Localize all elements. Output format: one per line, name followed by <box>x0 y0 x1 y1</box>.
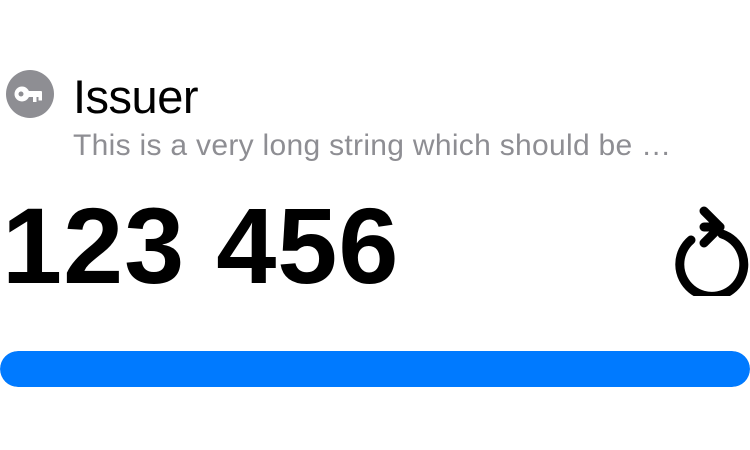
refresh-icon <box>675 206 749 301</box>
issuer-name: Issuer <box>73 70 199 123</box>
countdown-progress-bar <box>0 351 750 387</box>
otp-code: 123 456 <box>2 185 400 306</box>
refresh-button[interactable] <box>660 200 750 301</box>
token-labels: Issuer This is a very long string which … <box>73 72 673 163</box>
key-icon <box>6 70 54 118</box>
countdown-progress-fill <box>0 351 750 387</box>
account-name: This is a very long string which should … <box>73 129 673 162</box>
token-header: Issuer This is a very long string which … <box>6 70 673 163</box>
